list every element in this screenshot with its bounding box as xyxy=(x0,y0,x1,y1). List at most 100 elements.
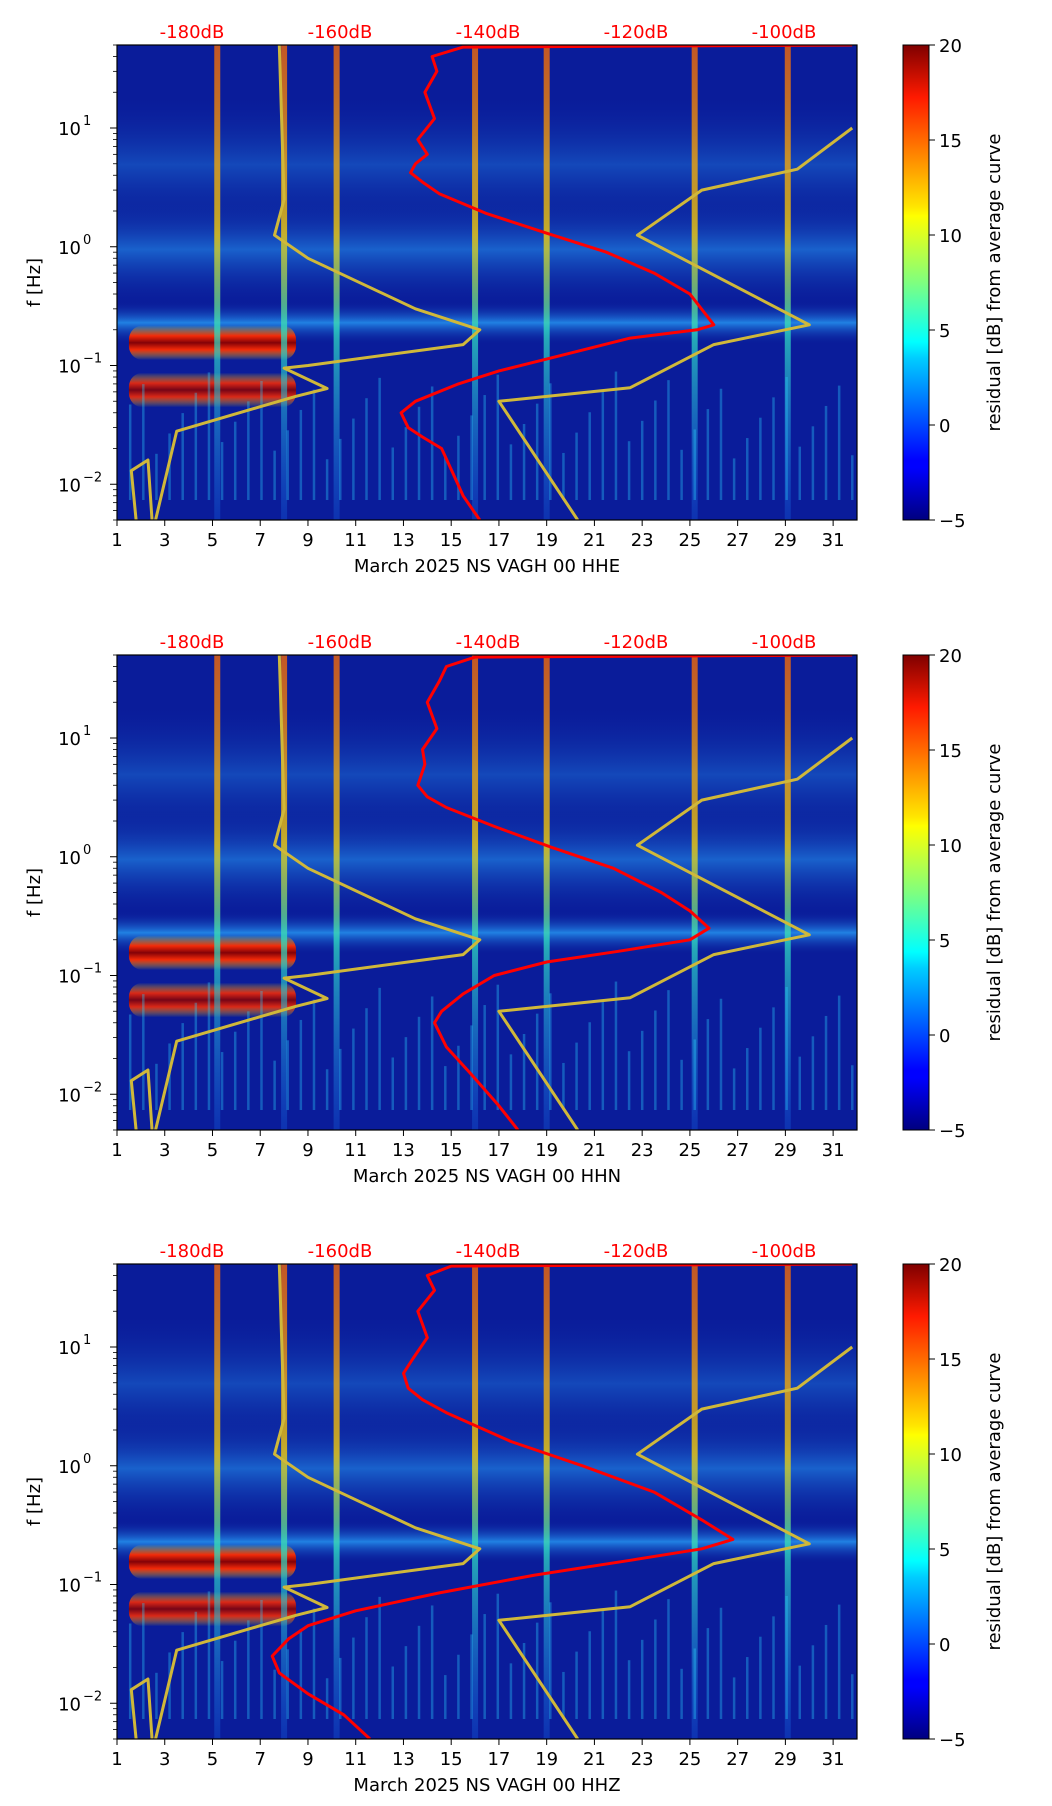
x-tick-label: 13 xyxy=(392,1749,415,1770)
x-tick-label: 1 xyxy=(111,1749,122,1770)
x-tick-label: 1 xyxy=(111,1140,122,1161)
db-scale-label: -120dB xyxy=(604,22,669,43)
x-axis-title: March 2025 NS VAGH 00 HHE xyxy=(354,556,620,577)
lf-transient xyxy=(627,1051,631,1110)
x-tick-label: 25 xyxy=(678,530,701,551)
lf-transient xyxy=(680,1059,683,1110)
event-streak-1 xyxy=(214,1264,221,1739)
red-psd-curve xyxy=(416,655,853,1130)
y-tick-exponent: −2 xyxy=(83,470,102,485)
lf-transient xyxy=(142,384,145,500)
lf-transient xyxy=(273,1669,276,1719)
lf-transient xyxy=(732,1677,736,1719)
lf-transient xyxy=(851,455,854,500)
y-tick-label: 10 xyxy=(58,357,81,378)
x-tick-label: 11 xyxy=(344,1749,367,1770)
lf-transient xyxy=(444,1066,447,1110)
lf-transient xyxy=(654,1010,657,1110)
lf-transient xyxy=(837,995,841,1110)
lf-transient xyxy=(220,1661,224,1719)
lf-transient xyxy=(811,1645,815,1719)
lf-transient xyxy=(575,432,578,500)
x-tick-label: 11 xyxy=(344,1140,367,1161)
colorbar: 20 15 10 5 0 −5 residual [dB] from average cur… xyxy=(902,1255,1005,1751)
lf-transient xyxy=(299,1628,303,1719)
colorbar-gradient xyxy=(902,654,930,1131)
colorbar-tick-label: 5 xyxy=(939,931,950,952)
x-tick-label: 5 xyxy=(207,1749,218,1770)
x-tick-label: 29 xyxy=(774,1140,797,1161)
y-tick-label: 10 xyxy=(58,1694,81,1715)
lf-transient xyxy=(286,1649,289,1719)
lf-transient xyxy=(549,993,552,1110)
lf-transient xyxy=(785,377,788,500)
colorbar-tick-label: 20 xyxy=(939,646,962,667)
y-axis-title: f [Hz] xyxy=(24,1477,45,1526)
lf-transient xyxy=(667,380,670,500)
lf-transient xyxy=(824,1624,828,1719)
lf-transient xyxy=(680,449,683,500)
lf-transient xyxy=(496,984,500,1110)
y-tick-exponent: 0 xyxy=(83,843,91,858)
lf-transient xyxy=(470,1634,473,1719)
x-tick-label: 7 xyxy=(254,1749,265,1770)
lf-transient xyxy=(614,1590,618,1719)
event-streak-2 xyxy=(281,655,288,1130)
x-tick-label: 23 xyxy=(631,1749,654,1770)
lf-transient xyxy=(430,1605,434,1719)
lf-transient xyxy=(128,1014,132,1110)
lf-transient xyxy=(772,397,775,500)
event-streak-6 xyxy=(691,45,698,520)
lf-transient xyxy=(417,1625,421,1719)
lf-transient xyxy=(746,438,749,500)
colorbar-label: residual [dB] from average curve xyxy=(984,1352,1005,1650)
event-streak-4 xyxy=(472,1264,479,1739)
microseism-band-1 xyxy=(128,935,297,971)
lf-transient xyxy=(496,1593,500,1719)
x-tick-label: 17 xyxy=(487,530,510,551)
x-tick-label: 17 xyxy=(487,1140,510,1161)
colorbar-tick-label: 5 xyxy=(939,1540,950,1561)
x-tick-label: 7 xyxy=(254,1140,265,1161)
lf-transient xyxy=(325,1069,329,1110)
x-tick-label: 15 xyxy=(440,530,463,551)
lf-transient xyxy=(719,998,723,1110)
x-axis-title: March 2025 NS VAGH 00 HHZ xyxy=(353,1775,620,1796)
colorbar-tick-label: −5 xyxy=(939,1121,966,1142)
noise-band-3 xyxy=(117,92,857,238)
lf-transient xyxy=(522,424,526,500)
noise-band-3 xyxy=(117,1311,857,1457)
colorbar-gradient xyxy=(902,44,930,521)
x-tick-label: 11 xyxy=(344,530,367,551)
lf-transient xyxy=(654,1619,657,1719)
lf-transient xyxy=(444,456,447,500)
y-tick-exponent: 0 xyxy=(83,233,91,248)
lf-transient xyxy=(220,442,224,500)
x-tick-label: 7 xyxy=(254,530,265,551)
x-tick-label: 23 xyxy=(631,530,654,551)
x-tick-label: 31 xyxy=(822,530,845,551)
lf-transient xyxy=(719,388,723,500)
lf-transient xyxy=(667,990,670,1110)
colorbar-tick-label: 10 xyxy=(939,836,962,857)
lf-transient xyxy=(352,1637,355,1719)
event-streak-7 xyxy=(784,45,791,520)
colorbar-tick-label: 15 xyxy=(939,741,962,762)
y-tick-exponent: −2 xyxy=(83,1080,102,1095)
y-tick-exponent: 1 xyxy=(83,1333,91,1348)
x-tick-label: 21 xyxy=(583,1749,606,1770)
event-streak-3 xyxy=(333,1264,340,1739)
lf-transient xyxy=(798,1056,802,1110)
event-streak-7 xyxy=(784,1264,791,1739)
lf-transient xyxy=(325,459,329,500)
lf-transient xyxy=(706,409,710,500)
event-streak-4 xyxy=(472,45,479,520)
y-tick-label: 10 xyxy=(58,1457,81,1478)
heatmap-area xyxy=(117,655,857,1130)
lf-transient xyxy=(142,994,145,1110)
lf-transient xyxy=(181,1632,184,1719)
x-tick-label: 27 xyxy=(726,530,749,551)
yellow-noise-model-right xyxy=(497,736,854,1130)
